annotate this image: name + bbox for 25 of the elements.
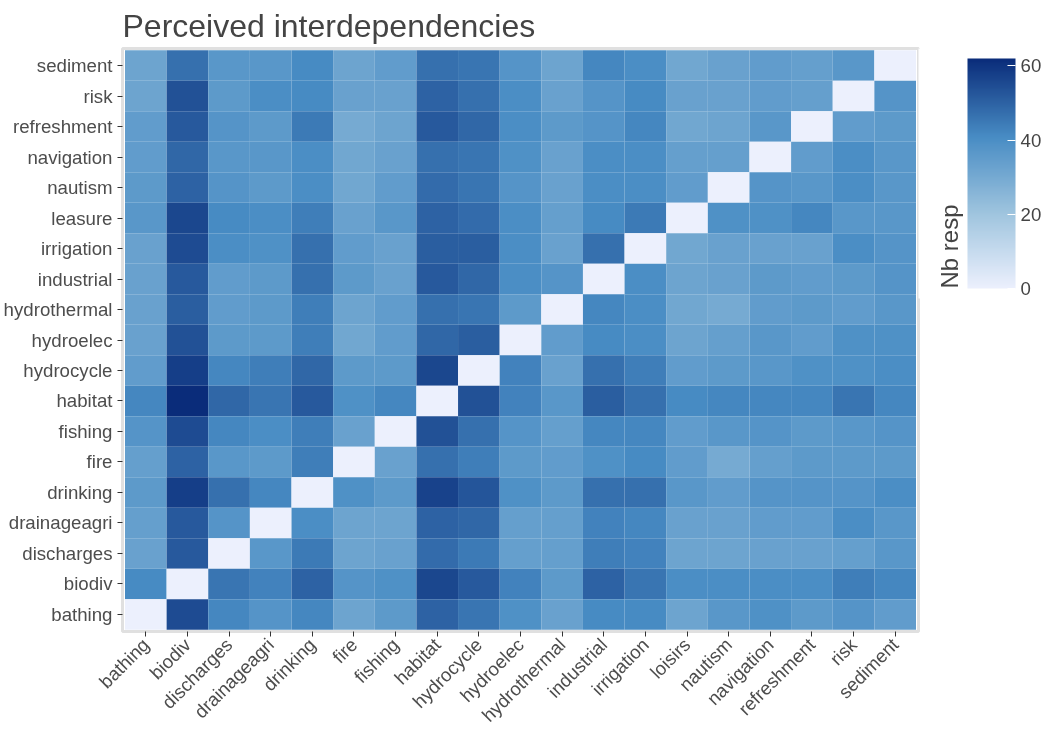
y-tick-label: refreshment bbox=[12, 116, 114, 138]
y-tick-label: drainageagri bbox=[8, 512, 113, 534]
y-tick-label: nautism bbox=[47, 177, 113, 199]
y-tick-label: fishing bbox=[58, 420, 113, 442]
chart-title: Perceived interdependencies bbox=[122, 7, 536, 44]
legend-title: Nb resp bbox=[935, 204, 963, 289]
y-tick-label: biodiv bbox=[63, 573, 114, 595]
y-tick-label: discharges bbox=[22, 542, 113, 564]
y-tick-label: irrigation bbox=[40, 238, 113, 260]
y-tick-label: leasure bbox=[51, 207, 113, 229]
y-tick-label: risk bbox=[83, 85, 114, 107]
color-bar-label: 60 bbox=[1020, 55, 1042, 77]
y-tick-label: navigation bbox=[27, 146, 113, 168]
y-tick-label: hydrocycle bbox=[23, 359, 113, 381]
y-tick-label: industrial bbox=[37, 268, 113, 290]
color-bar-label: 20 bbox=[1020, 203, 1042, 225]
y-tick-label: sediment bbox=[36, 55, 114, 77]
y-tick-label: habitat bbox=[56, 390, 114, 412]
y-tick-label: fire bbox=[86, 451, 113, 473]
y-tick-label: hydroelec bbox=[31, 329, 113, 351]
y-tick-label: bathing bbox=[51, 603, 113, 625]
y-tick-label: hydrothermal bbox=[3, 299, 113, 321]
color-bar-label: 40 bbox=[1020, 129, 1042, 151]
color-bar-label: 0 bbox=[1020, 278, 1031, 299]
y-tick-label: drinking bbox=[47, 481, 113, 503]
